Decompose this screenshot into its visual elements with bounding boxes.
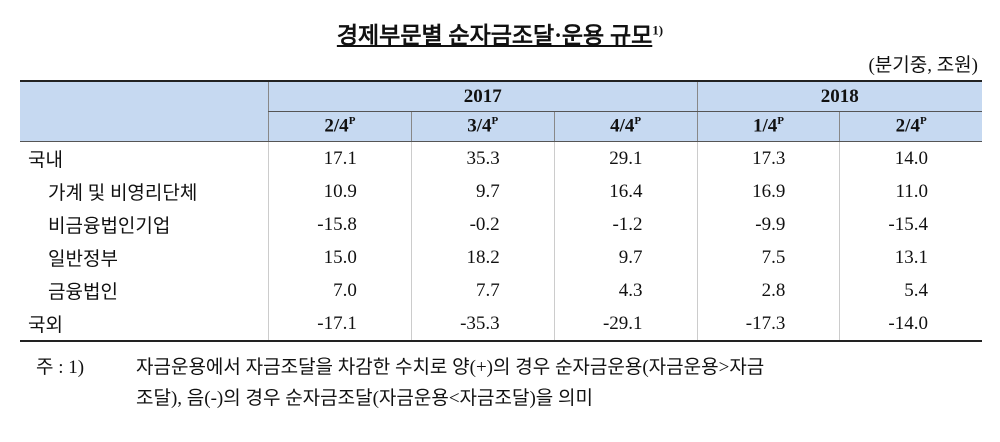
cell-value: -29.1 [553, 307, 698, 342]
year-header: 2017 [268, 80, 698, 112]
cell-value: -14.0 [839, 307, 982, 342]
footnote: 주 : 1) 자금운용에서 자금조달을 차감한 수치로 양(+)의 경우 순자금운… [36, 352, 764, 414]
table-row: 금융법인 7.0 7.7 4.3 2.8 5.4 [20, 274, 982, 307]
quarter-header: 2/4P [268, 111, 412, 142]
cell-value: 35.3 [410, 141, 555, 175]
corner [20, 80, 269, 142]
quarter-header: 1/4P [696, 111, 840, 142]
cell-value: 10.9 [268, 175, 412, 208]
table-row: 가계 및 비영리단체 10.9 9.7 16.4 16.9 11.0 [20, 175, 982, 208]
table-row: 비금융법인기업 -15.8 -0.2 -1.2 -9.9 -15.4 [20, 208, 982, 241]
cell-value: 7.5 [696, 241, 840, 274]
cell-value: 7.0 [268, 274, 412, 307]
footnote-line: 자금운용에서 자금조달을 차감한 수치로 양(+)의 경우 순자금운용(자금운용… [136, 357, 765, 378]
quarter-header: 4/4P [553, 111, 698, 142]
cell-value: 9.7 [553, 241, 698, 274]
unit: (분기중, 조원) [868, 55, 978, 76]
cell-value: 11.0 [839, 175, 982, 208]
row-label: 가계 및 비영리단체 [48, 183, 198, 204]
year-row: 2017 2018 [20, 80, 982, 142]
cell-value: -9.9 [696, 208, 840, 241]
quarter-header: 2/4P [839, 111, 982, 142]
cell-value: 17.3 [696, 141, 840, 175]
table-row: 국외 -17.1 -35.3 -29.1 -17.3 -14.0 [20, 307, 982, 342]
cell-value: 5.4 [839, 274, 982, 307]
quarter-header: 3/4P [410, 111, 555, 142]
title-text: 경제부문별 순자금조달·운용 규모 [336, 23, 653, 48]
quarter-mark: P [777, 115, 784, 128]
quarter-row: 2/4P 3/4P 4/4P 1/4P 2/4P [20, 111, 982, 142]
cell-value: 14.0 [839, 141, 982, 175]
footnote-line: 조달), 음(-)의 경우 순자금조달(자금운용<자금조달)을 의미 [136, 388, 593, 409]
cell-value: -17.3 [696, 307, 840, 342]
table-body: 국내 17.1 35.3 29.1 17.3 14.0 가계 및 비영리단체 10.9 9.7 1… [20, 141, 982, 342]
cell-value: -0.2 [410, 208, 555, 241]
year-header: 2018 [696, 80, 982, 112]
cell-value: 16.4 [553, 175, 698, 208]
cell-value: 17.1 [268, 141, 412, 175]
row-label: 비금융법인기업 [48, 216, 171, 237]
table-header: 2017 2018 2/4P 3/4P 4/4P 1/4P 2/4P [20, 80, 982, 142]
cell-value: -15.4 [839, 208, 982, 241]
title-note: 1) [652, 22, 664, 38]
table-row: 일반정부 15.0 18.2 9.7 7.5 13.1 [20, 241, 982, 274]
table-row: 국내 17.1 35.3 29.1 17.3 14.0 [20, 141, 982, 175]
cell-value: 7.7 [410, 274, 555, 307]
quarter-mark: P [348, 115, 356, 128]
cell-value: -15.8 [268, 208, 412, 241]
row-label: 금융법인 [48, 282, 118, 303]
footnote-marker: 주 : 1) [36, 357, 85, 378]
quarter-mark: P [919, 115, 927, 128]
title: 경제부문별 순자금조달·운용 규모1) [0, 16, 1000, 50]
quarter-label: 2/4 [895, 115, 920, 137]
cell-value: 29.1 [553, 141, 698, 175]
cell-value: 2.8 [696, 274, 840, 307]
row-label: 국내 [28, 150, 63, 171]
quarter-mark: P [491, 115, 499, 128]
cell-value: 9.7 [410, 175, 555, 208]
cell-value: 15.0 [268, 241, 412, 274]
row-label: 국외 [20, 307, 269, 342]
cell-value: 13.1 [839, 241, 982, 274]
quarter-label: 1/4 [752, 115, 778, 137]
row-label: 일반정부 [48, 249, 118, 270]
quarter-label: 3/4 [467, 115, 492, 137]
quarter-mark: P [634, 115, 642, 128]
cell-value: -35.3 [410, 307, 555, 342]
cell-value: -1.2 [553, 208, 698, 241]
quarter-label: 4/4 [610, 115, 635, 137]
cell-value: 4.3 [553, 274, 698, 307]
quarter-label: 2/4 [324, 115, 349, 137]
cell-value: -17.1 [268, 307, 412, 342]
table: 2017 2018 2/4P 3/4P 4/4P 1/4P 2/4P 국내 17.1 35.3 2… [20, 80, 982, 342]
cell-value: 16.9 [696, 175, 840, 208]
cell-value: 18.2 [410, 241, 555, 274]
